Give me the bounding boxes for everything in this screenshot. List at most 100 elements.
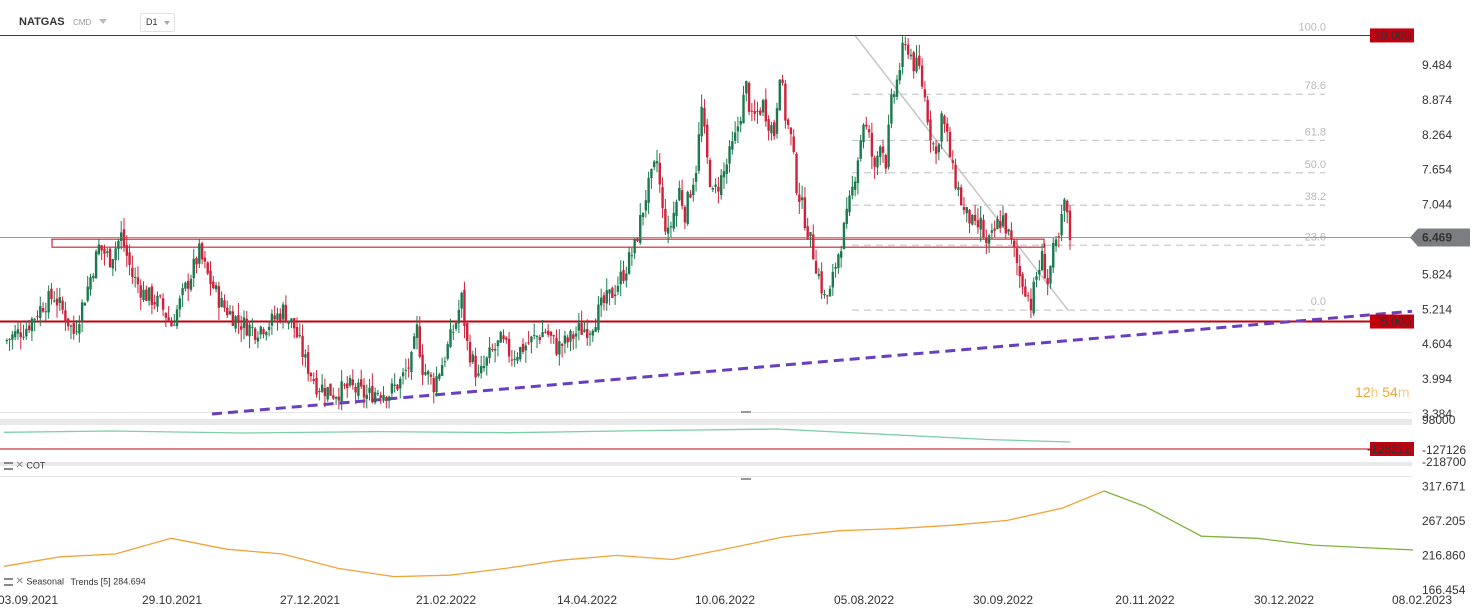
candle-body[interactable]: [996, 218, 999, 230]
candle-body[interactable]: [697, 134, 701, 171]
candle-body[interactable]: [1021, 274, 1024, 287]
candle-body[interactable]: [432, 378, 435, 393]
candle-body[interactable]: [826, 295, 829, 297]
candle-body[interactable]: [865, 124, 868, 127]
candle-body[interactable]: [770, 125, 773, 134]
candle-body[interactable]: [558, 341, 561, 355]
candle-body[interactable]: [1010, 230, 1013, 240]
symbol-dropdown-icon[interactable]: [99, 19, 107, 24]
candle-body[interactable]: [376, 392, 380, 394]
candle-body[interactable]: [301, 335, 304, 357]
candle-body[interactable]: [602, 295, 606, 303]
candle-body[interactable]: [1068, 210, 1072, 241]
candle-body[interactable]: [577, 323, 581, 331]
candle-body[interactable]: [94, 251, 98, 279]
candle-body[interactable]: [226, 307, 229, 316]
candle-body[interactable]: [136, 277, 140, 285]
candle-body[interactable]: [692, 184, 695, 196]
candle-body[interactable]: [237, 315, 240, 323]
candle-body[interactable]: [613, 294, 617, 297]
candle-body[interactable]: [987, 235, 991, 244]
candle-body[interactable]: [351, 379, 355, 386]
candle-body[interactable]: [962, 207, 966, 211]
candle-body[interactable]: [1054, 239, 1058, 247]
candle-body[interactable]: [147, 287, 151, 301]
candle-body[interactable]: [985, 237, 988, 244]
candle-body[interactable]: [209, 270, 212, 284]
seasonal-panel[interactable]: [3, 490, 1414, 578]
candle-body[interactable]: [407, 367, 410, 369]
candle-body[interactable]: [318, 391, 321, 393]
candle-body[interactable]: [929, 119, 932, 141]
candle-body[interactable]: [934, 146, 938, 154]
candle-body[interactable]: [778, 79, 781, 111]
candle-body[interactable]: [527, 342, 530, 344]
candle-body[interactable]: [365, 394, 368, 399]
candle-body[interactable]: [837, 254, 840, 269]
candle-body[interactable]: [990, 230, 994, 233]
candle-body[interactable]: [175, 309, 179, 327]
candle-body[interactable]: [25, 328, 28, 337]
candle-body[interactable]: [616, 285, 620, 292]
candle-body[interactable]: [828, 288, 832, 297]
candle-body[interactable]: [33, 318, 36, 320]
candle-body[interactable]: [41, 308, 45, 312]
candle-body[interactable]: [173, 324, 176, 326]
candle-body[interactable]: [745, 81, 748, 94]
candle-body[interactable]: [1032, 281, 1035, 314]
candle-body[interactable]: [731, 141, 734, 150]
candle-body[interactable]: [650, 168, 653, 179]
candle-body[interactable]: [460, 292, 463, 309]
candle-body[interactable]: [513, 358, 516, 360]
candle-body[interactable]: [262, 329, 265, 335]
candle-body[interactable]: [195, 258, 198, 265]
candle-body[interactable]: [898, 70, 901, 81]
candle-body[interactable]: [795, 153, 798, 194]
candle-body[interactable]: [555, 338, 558, 355]
candle-body[interactable]: [53, 300, 56, 302]
candle-body[interactable]: [890, 94, 893, 124]
candle-body[interactable]: [404, 370, 408, 372]
candle-body[interactable]: [999, 221, 1002, 229]
candle-body[interactable]: [295, 327, 299, 338]
candle-body[interactable]: [630, 255, 634, 257]
candle-body[interactable]: [39, 306, 42, 318]
candle-body[interactable]: [64, 310, 67, 322]
candle-body[interactable]: [92, 275, 95, 279]
candle-body[interactable]: [946, 123, 949, 132]
candle-body[interactable]: [1024, 286, 1027, 297]
candle-body[interactable]: [906, 44, 910, 55]
candle-body[interactable]: [446, 344, 449, 359]
candle-body[interactable]: [265, 332, 268, 336]
candle-body[interactable]: [354, 387, 357, 393]
candle-body[interactable]: [728, 146, 731, 164]
candle-body[interactable]: [178, 298, 182, 310]
candle-body[interactable]: [549, 331, 553, 336]
candle-body[interactable]: [145, 289, 148, 301]
close-icon[interactable]: ✕: [15, 460, 24, 472]
candle-body[interactable]: [83, 302, 87, 306]
candle-body[interactable]: [759, 110, 762, 115]
candle-body[interactable]: [661, 187, 664, 209]
candle-body[interactable]: [546, 330, 550, 335]
candle-body[interactable]: [482, 365, 486, 369]
candle-body[interactable]: [58, 297, 62, 303]
candle-body[interactable]: [309, 373, 313, 377]
candle-body[interactable]: [234, 316, 237, 329]
candle-body[interactable]: [611, 287, 614, 298]
candle-body[interactable]: [66, 318, 70, 327]
candle-body[interactable]: [979, 217, 982, 230]
candle-body[interactable]: [895, 79, 899, 97]
candle-body[interactable]: [784, 83, 787, 121]
candle-body[interactable]: [443, 361, 447, 363]
candle-body[interactable]: [471, 354, 475, 363]
candle-body[interactable]: [742, 94, 745, 124]
candle-body[interactable]: [951, 160, 954, 163]
candle-body[interactable]: [326, 387, 329, 400]
candle-body[interactable]: [429, 374, 433, 377]
candle-body[interactable]: [625, 273, 628, 281]
candle-body[interactable]: [599, 297, 603, 306]
candle-body[interactable]: [655, 161, 659, 164]
candle-body[interactable]: [164, 312, 168, 318]
candle-body[interactable]: [711, 188, 715, 190]
